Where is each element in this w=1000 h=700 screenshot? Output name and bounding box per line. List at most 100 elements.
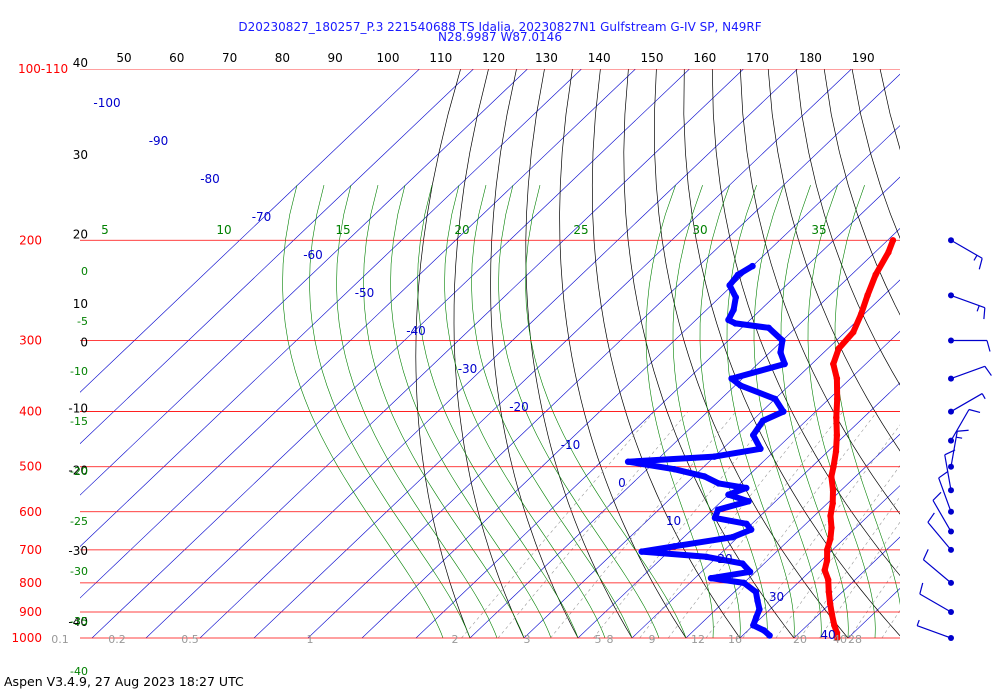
isotherm-label: 40 [820, 628, 835, 642]
top-temperature-label: 130 [535, 51, 558, 65]
mixing-ratio-label: 5 [595, 633, 602, 646]
dewpoint-point [777, 349, 784, 356]
dewpoint-point [753, 614, 760, 621]
wind-barb-staff [944, 454, 952, 491]
dewpoint-point [757, 445, 764, 452]
wind-barb-staff [950, 365, 986, 380]
temperature-point [821, 566, 828, 574]
height-tick-label: 20 [73, 227, 88, 241]
isotherm-label: -70 [252, 210, 272, 224]
wind-barb-flag [983, 307, 986, 320]
height-tick-label: 40 [73, 56, 88, 70]
mixing-ratio-label: 3 [524, 633, 531, 646]
dewpoint-point [743, 520, 750, 528]
dewpoint-point [729, 533, 736, 541]
dewpoint-point [745, 498, 752, 505]
chart-labels: 100-110200300400500600700800900100040302… [11, 51, 874, 678]
theta-e-label: 10 [216, 223, 231, 237]
theta-e-label: 30 [692, 223, 707, 237]
temperature-point [864, 292, 871, 299]
dry-adiabat-line [490, 69, 579, 639]
temperature-point [835, 345, 842, 352]
wind-barb-station-dot [948, 635, 954, 641]
top-temperature-label: 90 [328, 51, 343, 65]
dewpoint-point [740, 579, 748, 587]
isotherm-label: 30 [769, 590, 784, 604]
wind-barb-station-dot [948, 487, 954, 494]
isotherm-line [91, 69, 690, 639]
dewpoint-point [701, 473, 708, 480]
temperature-point [834, 634, 841, 642]
height-tick-label: 30 [73, 148, 88, 162]
dewpoint-point [749, 262, 756, 270]
wind-barb [948, 365, 992, 382]
isotherm-line [145, 69, 744, 639]
mixing-ratio-line [705, 411, 878, 639]
mixing-ratio-line [775, 465, 900, 639]
isotherm-line [956, 69, 1000, 638]
dry-adiabat-line [795, 69, 900, 386]
isotherm-line [793, 536, 900, 639]
isotherm-line [80, 69, 420, 393]
top-temperature-label: 150 [641, 51, 664, 65]
dewpoint-point [730, 306, 737, 314]
dewpoint-point [765, 324, 772, 332]
wind-barb [938, 470, 954, 515]
moist-adiabat-label: 0 [81, 265, 88, 278]
wind-barb-flag [944, 449, 956, 456]
dewpoint-point [732, 320, 739, 327]
dry-adiabat-line [964, 69, 1000, 638]
mixing-ratio-label: 28 [848, 633, 862, 646]
mixing-ratio-line [881, 609, 900, 639]
temperature-point [827, 535, 834, 543]
pressure-tick-label: 500 [19, 460, 42, 474]
temperature-point [826, 600, 834, 607]
mixing-ratio-line [849, 562, 900, 639]
wind-barb-station-dot [948, 546, 954, 553]
temperature-point [823, 546, 831, 554]
isotherm-label: -10 [561, 438, 581, 452]
wind-barb-station-dot [948, 463, 954, 470]
isotherm-line [199, 69, 798, 639]
mixing-ratio-label: 0.2 [108, 633, 126, 646]
mixing-ratio-label: 8 [607, 633, 614, 646]
wind-barb-staff [950, 393, 983, 413]
mixing-ratio-label: 12 [691, 633, 705, 646]
temperature-point [833, 431, 841, 439]
theta-e-label: 5 [101, 223, 109, 237]
top-temperature-label: 190 [852, 51, 875, 65]
wind-barb [948, 429, 969, 470]
pressure-tick-label: 200 [19, 233, 42, 247]
isotherm-label: -90 [149, 134, 169, 148]
wind-barb [948, 408, 981, 444]
dewpoint-point [737, 382, 744, 389]
isotherm-label: 10 [666, 514, 681, 528]
isotherm-label: -40 [406, 324, 426, 338]
dewpoint-point [703, 553, 710, 561]
dewpoint-point [728, 375, 735, 382]
dry-adiabat-line [683, 69, 900, 637]
isotherm-line [80, 69, 528, 496]
dry-adiabat-line [879, 69, 900, 151]
pressure-tick-label: 700 [19, 543, 42, 557]
wind-barb [948, 337, 991, 352]
wind-barb-station-dot [948, 237, 954, 244]
temperature-point [872, 271, 879, 279]
mixing-ratio-line [497, 411, 689, 639]
chart-grid [80, 69, 1000, 639]
pressure-tick-label: 400 [19, 405, 42, 419]
wind-barb-staff [916, 625, 952, 639]
wind-barb [919, 582, 954, 615]
temperature-point [827, 512, 834, 520]
wind-barb-staff [950, 239, 983, 259]
dry-adiabat-line [711, 69, 900, 577]
theta-e-label: 20 [454, 223, 469, 237]
wind-barb-station-dot [948, 292, 954, 299]
mixing-ratio-line [742, 424, 900, 639]
temperature-point [833, 375, 841, 382]
isotherm-label: -80 [200, 172, 220, 186]
dewpoint-point [711, 453, 718, 460]
moist-adiabat-label: -35 [70, 615, 88, 628]
wind-barb-flag [957, 429, 969, 432]
height-tick-label: -40 [68, 615, 88, 629]
